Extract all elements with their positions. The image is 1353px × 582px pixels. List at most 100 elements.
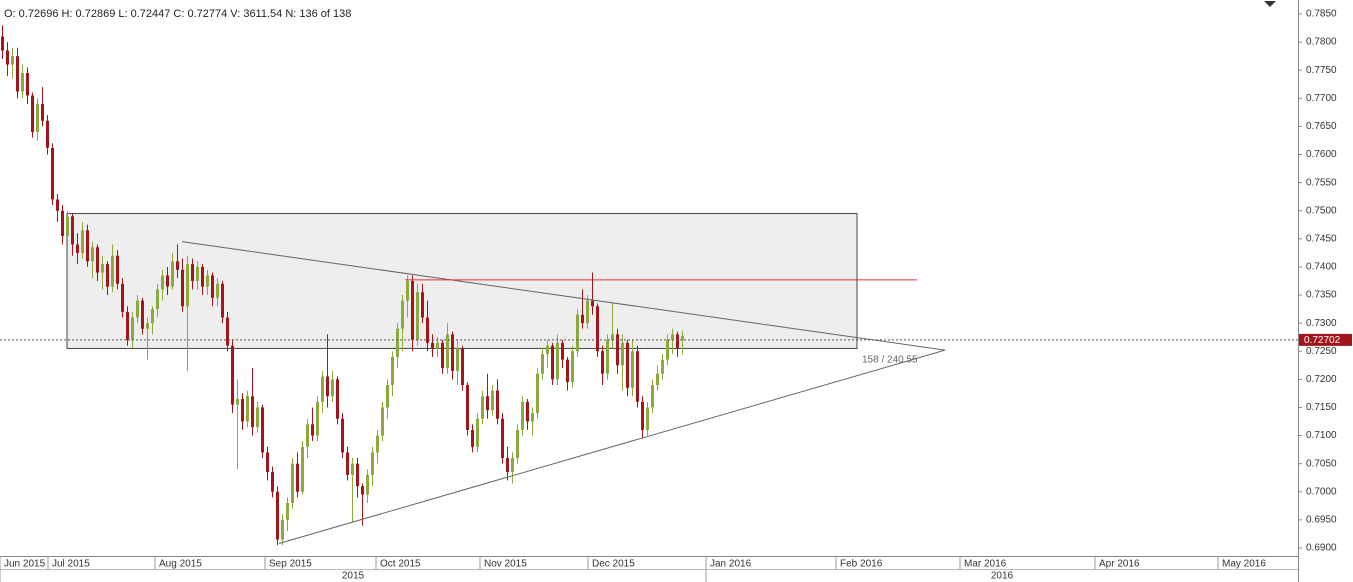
candle-body xyxy=(481,396,484,419)
candle-body xyxy=(581,314,584,324)
candle-body xyxy=(81,230,84,253)
candle-body xyxy=(361,486,364,495)
y-tick-label: 0.7450 xyxy=(1306,233,1337,244)
y-tick-label: 0.7400 xyxy=(1306,262,1337,273)
candle-body xyxy=(86,230,89,262)
candle-body xyxy=(106,264,109,287)
candle-body xyxy=(321,376,324,402)
y-tick-label: 0.7200 xyxy=(1306,374,1337,385)
candle-body xyxy=(506,458,509,473)
candle-body xyxy=(606,340,609,374)
candle-body xyxy=(96,247,99,273)
candle-body xyxy=(676,334,679,349)
candle-body xyxy=(156,289,159,310)
candle-body xyxy=(66,216,69,237)
candle-body xyxy=(346,452,349,475)
candle-body xyxy=(601,351,604,374)
candle-body xyxy=(121,283,124,312)
last-price-box xyxy=(1299,333,1352,346)
candle-body xyxy=(246,396,249,422)
y-tick-label: 0.7300 xyxy=(1306,318,1337,329)
candle-body xyxy=(426,317,429,343)
y-tick-label: 0.7350 xyxy=(1306,290,1337,301)
candle-body xyxy=(631,351,634,388)
candle-body xyxy=(216,283,219,298)
candle-body xyxy=(21,73,24,92)
y-tick-label: 0.7550 xyxy=(1306,177,1337,188)
y-tick-label: 0.6900 xyxy=(1306,543,1337,554)
candle-body xyxy=(271,472,274,492)
candle-body xyxy=(546,345,549,355)
candle-body xyxy=(286,503,289,520)
x-tick-label: Nov 2015 xyxy=(484,559,527,570)
y-tick-label: 0.7150 xyxy=(1306,402,1337,413)
x-tick-label: Mar 2016 xyxy=(964,559,1007,570)
candle-body xyxy=(591,300,594,307)
x-tick-label: Oct 2015 xyxy=(380,559,421,570)
candle-body xyxy=(166,275,169,287)
candle-body xyxy=(16,56,19,92)
y-tick-label: 0.7850 xyxy=(1306,9,1337,20)
x-tick-label: Dec 2015 xyxy=(592,559,635,570)
candle-body xyxy=(276,491,279,540)
candle-body xyxy=(46,120,49,148)
candle-body xyxy=(401,300,404,329)
candle-body xyxy=(266,452,269,473)
candle-body xyxy=(126,311,129,341)
candle-body xyxy=(186,264,189,307)
candle-body xyxy=(221,283,224,318)
candle-body xyxy=(356,463,359,487)
ohlc-header: O: 0.72696 H: 0.72869 L: 0.72447 C: 0.72… xyxy=(4,8,351,20)
candle-body xyxy=(306,424,309,447)
year-label: 2016 xyxy=(991,571,1014,582)
candle-body xyxy=(376,435,379,453)
candle-body xyxy=(616,334,619,366)
candle-body xyxy=(391,356,394,385)
candle-body xyxy=(516,429,519,459)
x-tick-label: Jan 2016 xyxy=(710,559,752,570)
menu-arrow[interactable] xyxy=(1264,1,1276,7)
candle-body xyxy=(111,255,114,287)
candle-body xyxy=(436,342,439,349)
candle-body xyxy=(51,147,54,200)
candle-body xyxy=(586,300,589,324)
candle-body xyxy=(466,384,469,430)
y-tick-label: 0.6950 xyxy=(1306,515,1337,526)
candle-body xyxy=(176,261,179,270)
candle-body xyxy=(116,255,119,284)
candle-body xyxy=(146,323,149,329)
last-price-label: 0.72702 xyxy=(1304,335,1341,346)
candle-body xyxy=(496,390,499,419)
candle-body xyxy=(556,342,559,380)
candle-body xyxy=(596,306,599,352)
candle-body xyxy=(646,407,649,430)
candle-body xyxy=(341,418,344,453)
candle-body xyxy=(651,384,654,408)
candle-body xyxy=(461,348,464,385)
candle-body xyxy=(406,280,409,301)
candle-body xyxy=(671,334,674,341)
candle-body xyxy=(11,56,14,65)
candle-body xyxy=(661,359,664,374)
candle-body xyxy=(471,429,474,447)
y-tick-label: 0.7750 xyxy=(1306,65,1337,76)
candle-body xyxy=(446,334,449,369)
y-tick-label: 0.7100 xyxy=(1306,430,1337,441)
candle-body xyxy=(326,376,329,397)
trendline xyxy=(181,241,946,351)
candle-body xyxy=(536,373,539,414)
candle-body xyxy=(336,379,339,419)
candle-body xyxy=(526,401,529,422)
candle-body xyxy=(476,418,479,447)
candle-body xyxy=(6,50,9,65)
candle-body xyxy=(251,396,254,428)
candle-body xyxy=(76,244,79,253)
x-tick-label: Aug 2015 xyxy=(159,559,202,570)
trendline xyxy=(278,349,946,544)
candle-body xyxy=(256,407,259,428)
candle-body xyxy=(551,345,554,380)
candle-body xyxy=(441,342,444,369)
candle-body xyxy=(331,379,334,397)
candle-body xyxy=(621,342,624,366)
